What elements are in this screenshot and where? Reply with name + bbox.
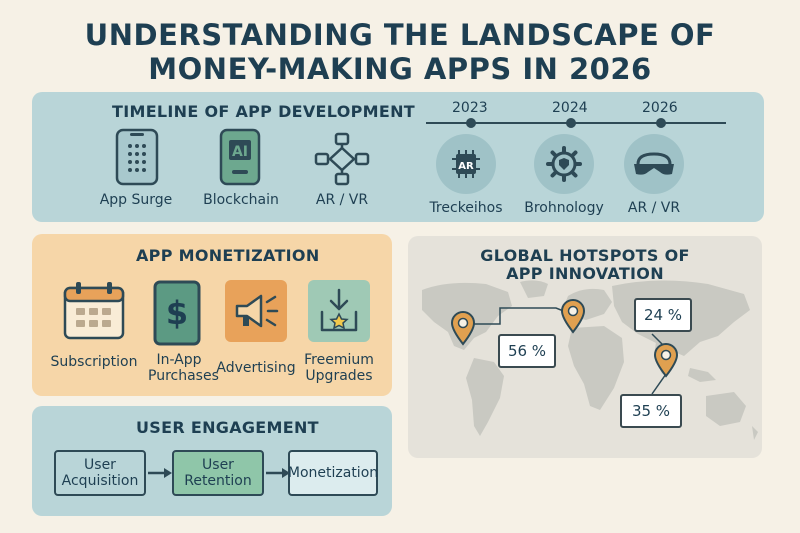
download-star-icon [320, 288, 358, 332]
hotspots-heading-line-1: GLOBAL HOTSPOTS OF [480, 246, 690, 265]
smartphone-icon [115, 128, 159, 186]
timeline-axis [426, 122, 726, 124]
timeline-dot [466, 118, 476, 128]
milestone-label: Treckeihos [429, 200, 503, 216]
timeline-year: 2026 [642, 100, 678, 116]
hotspot-stat: 56 % [498, 334, 556, 368]
main-title-line-1: UNDERSTANDING THE LANDSCAPE OF [84, 18, 716, 52]
main-title-line-2: MONEY-MAKING APPS IN 2026 [148, 52, 652, 86]
flow-step-user-acquisition: User Acquisition [54, 450, 146, 496]
timeline-dot [656, 118, 666, 128]
dollar-phone-icon: $ [153, 280, 201, 346]
flow-step-user-retention: User Retention [172, 450, 264, 496]
monetization-heading: APP MONETIZATION [136, 246, 320, 265]
arrow-right-icon [148, 468, 172, 478]
milestone-label: AR / VR [627, 200, 681, 216]
timeline-item-label: App Surge [99, 192, 173, 208]
monetization-panel: APP MONETIZATION Subscription $ In-App P… [32, 234, 392, 396]
advertising-tile [225, 280, 287, 342]
milestone-label: Brohnology [524, 200, 604, 216]
arrow-right-icon [266, 468, 290, 478]
connector-lines [472, 307, 667, 395]
megaphone-icon [235, 294, 279, 328]
monetization-item-label: Advertising [216, 360, 296, 376]
timeline-year: 2023 [452, 100, 488, 116]
milestone-circle: AR [436, 134, 496, 194]
timeline-dot [566, 118, 576, 128]
blockchain-chip-icon: AI [219, 128, 261, 186]
timeline-item-label: AR / VR [315, 192, 369, 208]
calendar-icon [63, 282, 125, 340]
hotspots-panel: GLOBAL HOTSPOTS OF APP INNOVATION [408, 236, 762, 458]
milestone-circle [624, 134, 684, 194]
hotspot-stat: 24 % [634, 298, 692, 332]
timeline-item-label: Blockchain [203, 192, 279, 208]
milestone-circle [534, 134, 594, 194]
vr-headset-icon [634, 152, 674, 175]
map-pin-icon [653, 343, 679, 378]
timeline-year: 2024 [552, 100, 588, 116]
monetization-item-label: Subscription [50, 354, 138, 370]
engagement-panel: USER ENGAGEMENT User Acquisition User Re… [32, 406, 392, 516]
network-nodes-icon [314, 132, 370, 186]
timeline-heading: TIMELINE OF APP DEVELOPMENT [112, 102, 415, 121]
svg-text:$: $ [166, 294, 188, 332]
map-pin-icon [560, 299, 586, 334]
timeline-panel: TIMELINE OF APP DEVELOPMENT App Surge AI… [32, 92, 764, 222]
map-pin-icon [450, 311, 476, 346]
gear-shield-icon [546, 146, 582, 182]
svg-text:AI: AI [232, 144, 248, 160]
engagement-heading: USER ENGAGEMENT [136, 418, 319, 437]
ar-chip-icon: AR [452, 150, 480, 178]
ar-badge: AR [458, 161, 474, 172]
hotspot-stat: 35 % [620, 394, 682, 428]
monetization-item-label: Freemium Upgrades [304, 352, 374, 384]
hotspots-heading-line-2: APP INNOVATION [506, 264, 664, 283]
monetization-item-label: In-App Purchases [148, 352, 219, 384]
freemium-tile [308, 280, 370, 342]
flow-step-monetization: Monetization [288, 450, 378, 496]
